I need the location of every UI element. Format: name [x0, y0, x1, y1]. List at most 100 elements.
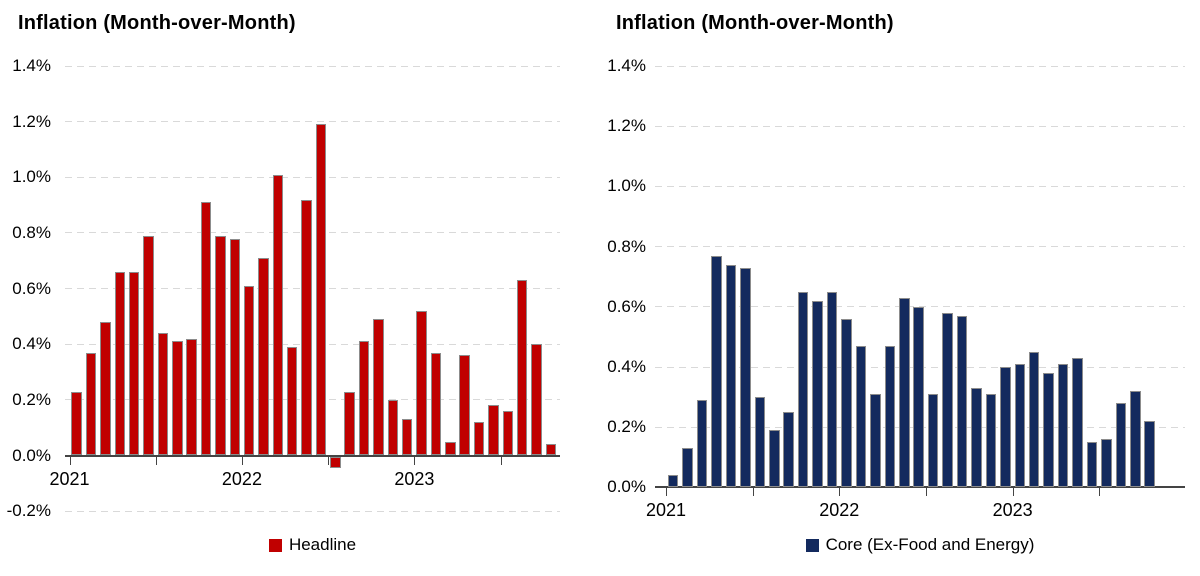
x-axis-year-label: 2023	[394, 468, 435, 489]
bar-2022-01	[841, 318, 852, 488]
bar-2021-02	[682, 448, 693, 488]
bar-2023-05	[473, 422, 485, 456]
gridline	[65, 343, 560, 345]
bar-2023-07	[1101, 439, 1112, 488]
x-axis-tick	[1099, 488, 1101, 497]
bar-2022-10	[373, 319, 384, 456]
bar-2022-06	[315, 124, 327, 456]
bar-2022-06	[913, 306, 924, 488]
bar-2022-08	[344, 391, 355, 456]
y-axis-label: 0.8%	[607, 236, 646, 256]
y-axis-label: 0.2%	[12, 389, 51, 409]
bar-2021-11	[812, 300, 823, 488]
bar-2022-05	[301, 199, 312, 456]
legend-label-headline: Headline	[288, 535, 357, 554]
y-axis-label: 1.4%	[607, 56, 646, 75]
bar-2022-03	[272, 174, 284, 456]
y-axis-label: 0.0%	[607, 477, 646, 497]
bar-2021-09	[186, 338, 197, 456]
y-axis-label: 1.0%	[607, 176, 646, 196]
x-axis-tick	[155, 456, 157, 465]
bar-2021-12	[229, 238, 240, 456]
bar-2021-08	[172, 341, 183, 456]
gridline	[65, 399, 560, 401]
bar-2021-05	[128, 271, 140, 456]
y-axis-label: 0.4%	[607, 357, 646, 376]
x-axis-tick	[414, 456, 416, 465]
bar-2021-01	[71, 391, 82, 456]
bar-2022-04	[286, 347, 298, 456]
bar-2021-04	[711, 255, 722, 488]
bar-2021-03	[696, 400, 708, 488]
bar-2023-04	[459, 355, 470, 456]
x-axis-year-label: 2021	[49, 468, 90, 489]
y-axis-label: 0.6%	[12, 278, 51, 298]
gridline	[65, 176, 560, 178]
bar-2022-07	[927, 394, 939, 488]
bar-2021-06	[143, 235, 154, 456]
bar-2021-10	[200, 202, 212, 456]
y-axis-label: 1.4%	[12, 56, 51, 76]
x-axis-line	[65, 454, 560, 457]
x-axis-tick	[1012, 488, 1014, 497]
bar-2023-06	[1086, 442, 1098, 488]
x-axis-tick	[69, 456, 71, 465]
bar-2023-02	[430, 352, 442, 456]
bar-2023-01	[1014, 363, 1026, 488]
bar-2021-04	[114, 271, 126, 456]
y-axis-label: 0.2%	[607, 417, 646, 437]
bar-2022-11	[985, 394, 997, 488]
x-axis-year-label: 2022	[819, 500, 860, 521]
bar-2022-03	[870, 394, 881, 488]
x-axis-tick	[328, 456, 330, 465]
bar-2021-07	[157, 333, 169, 456]
bar-2021-03	[100, 321, 111, 456]
bar-2021-11	[215, 235, 226, 456]
bar-2021-01	[667, 475, 679, 488]
y-axis-label: 0.6%	[607, 296, 646, 316]
gridline	[655, 125, 1185, 127]
bar-2022-09	[358, 341, 370, 456]
gridline	[655, 65, 1185, 67]
bar-2021-09	[783, 412, 794, 488]
bar-2023-10	[1144, 421, 1155, 488]
x-axis-line	[655, 486, 1185, 489]
bar-2023-08	[1115, 403, 1127, 488]
bar-2022-10	[971, 388, 982, 488]
bar-2021-07	[754, 397, 766, 488]
bar-2022-11	[387, 399, 399, 456]
bar-2022-05	[899, 297, 910, 488]
y-axis-label: 0.0%	[12, 445, 51, 465]
bar-2022-02	[258, 257, 269, 456]
x-axis-year-label: 2022	[221, 468, 262, 489]
bar-2023-07	[502, 410, 514, 456]
chart-title-core: Inflation (Month-over-Month)	[616, 12, 894, 34]
bar-2022-01	[243, 285, 255, 456]
bar-2023-03	[1043, 373, 1054, 488]
y-axis-label: 0.4%	[12, 334, 51, 354]
bar-2023-03	[445, 441, 456, 456]
bar-2022-07	[330, 456, 341, 468]
y-axis-label: 0.8%	[12, 222, 51, 242]
gridline	[655, 185, 1185, 187]
legend-core: Core (Ex-Food and Energy)	[655, 535, 1185, 554]
bar-2023-08	[516, 280, 528, 456]
x-axis-year-label: 2023	[992, 500, 1033, 521]
bar-2021-12	[826, 291, 838, 488]
legend-swatch-core	[805, 538, 819, 552]
bar-2022-12	[1000, 367, 1011, 488]
x-axis-year-label: 2021	[645, 500, 687, 521]
x-axis-tick	[666, 488, 667, 497]
legend-label-core: Core (Ex-Food and Energy)	[825, 535, 1035, 554]
bar-2023-09	[531, 344, 542, 456]
y-axis-label: 1.2%	[12, 111, 51, 131]
gridline	[65, 121, 560, 123]
y-axis-label: -0.2%	[6, 501, 51, 521]
bar-2021-08	[769, 430, 780, 488]
bar-2021-10	[797, 291, 809, 488]
gridline	[65, 510, 560, 512]
